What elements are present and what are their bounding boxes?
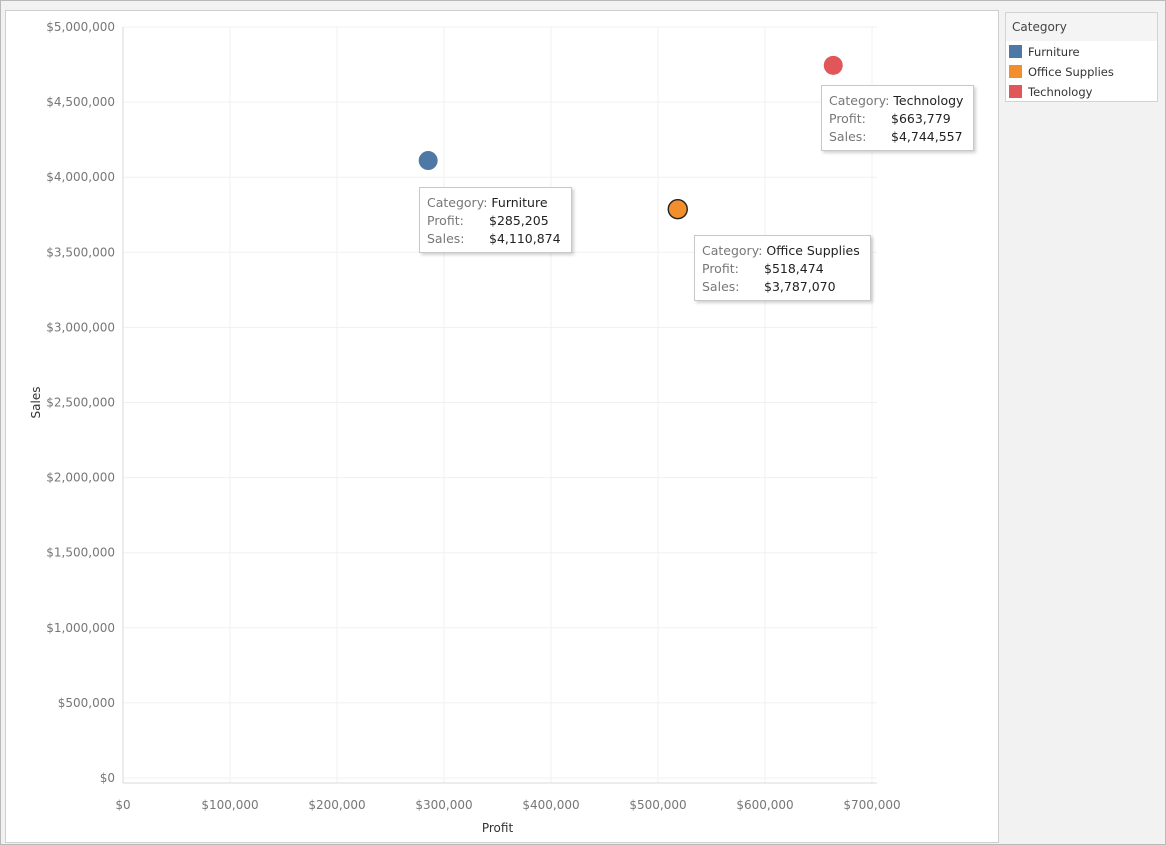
- legend-item-technology[interactable]: Technology: [1009, 83, 1092, 101]
- scatter-plot: $0 $500,000 $1,000,000 $1,500,000 $2,000,000…: [29, 20, 901, 835]
- legend-label: Technology: [1028, 85, 1093, 99]
- tooltip-category-value: Technology: [893, 93, 964, 108]
- tooltip-profit-value: $285,205: [489, 213, 549, 228]
- tooltip-profit-value: $518,474: [764, 261, 824, 276]
- category-legend: Category Furniture Office Supplies Techn…: [1005, 12, 1158, 102]
- chart-panel: $0 $500,000 $1,000,000 $1,500,000 $2,000,000…: [5, 10, 999, 843]
- x-tick-label: $100,000: [201, 798, 258, 812]
- legend-swatch: [1009, 85, 1022, 98]
- x-tick-label: $300,000: [415, 798, 472, 812]
- tooltip-sales-value: $3,787,070: [764, 279, 836, 294]
- legend-title: Category: [1006, 13, 1157, 41]
- y-tick-label: $5,000,000: [46, 20, 115, 34]
- tooltip-category-value: Office Supplies: [766, 243, 860, 258]
- y-tick-label: $1,500,000: [46, 546, 115, 560]
- legend-label: Furniture: [1028, 45, 1080, 59]
- legend-swatch: [1009, 65, 1022, 78]
- tooltip-office-supplies: Category: Office Supplies Profit: $518,474…: [694, 235, 871, 301]
- data-point-furniture: [418, 151, 438, 171]
- tooltip-category-label: Category:: [702, 243, 763, 258]
- legend-label: Office Supplies: [1028, 65, 1114, 79]
- tooltip-profit-label: Profit:: [427, 213, 464, 228]
- x-axis-title: Profit: [482, 821, 514, 835]
- data-point-technology: [823, 55, 843, 75]
- x-tick-label: $0: [115, 798, 130, 812]
- tooltip-profit-value: $663,779: [891, 111, 951, 126]
- tooltip-sales-label: Sales:: [829, 129, 867, 144]
- y-tick-label: $3,500,000: [46, 245, 115, 259]
- x-tick-label: $600,000: [736, 798, 793, 812]
- tooltip-technology: Category: Technology Profit: $663,779 Sale…: [821, 85, 975, 151]
- x-tick-label: $400,000: [522, 798, 579, 812]
- y-tick-label: $2,500,000: [46, 396, 115, 410]
- y-axis-title: Sales: [29, 387, 43, 419]
- legend-swatch: [1009, 45, 1022, 58]
- x-tick-label: $500,000: [629, 798, 686, 812]
- y-tick-label: $2,000,000: [46, 471, 115, 485]
- tooltip-sales-value: $4,110,874: [489, 231, 561, 246]
- tooltip-profit-label: Profit:: [829, 111, 866, 126]
- y-tick-label: $1,000,000: [46, 621, 115, 635]
- y-tick-label: $4,000,000: [46, 170, 115, 184]
- tooltip-category-label: Category:: [829, 93, 890, 108]
- tooltip-sales-value: $4,744,557: [891, 129, 963, 144]
- tooltip-category-value: Furniture: [491, 195, 548, 210]
- tooltip-profit-label: Profit:: [702, 261, 739, 276]
- data-point-office-supplies: [667, 198, 688, 220]
- y-tick-label: $4,500,000: [46, 95, 115, 109]
- x-tick-label: $200,000: [308, 798, 365, 812]
- x-tick-label: $700,000: [843, 798, 900, 812]
- tooltip-category-label: Category:: [427, 195, 488, 210]
- y-tick-label: $500,000: [58, 696, 115, 710]
- y-tick-label: $0: [100, 771, 115, 785]
- tooltip-sales-label: Sales:: [427, 231, 465, 246]
- y-tick-label: $3,000,000: [46, 320, 115, 334]
- legend-item-office-supplies[interactable]: Office Supplies: [1009, 63, 1114, 81]
- tooltip-furniture: Category: Furniture Profit: $285,205 Sales…: [419, 187, 572, 253]
- legend-item-furniture[interactable]: Furniture: [1009, 43, 1080, 61]
- tooltip-sales-label: Sales:: [702, 279, 740, 294]
